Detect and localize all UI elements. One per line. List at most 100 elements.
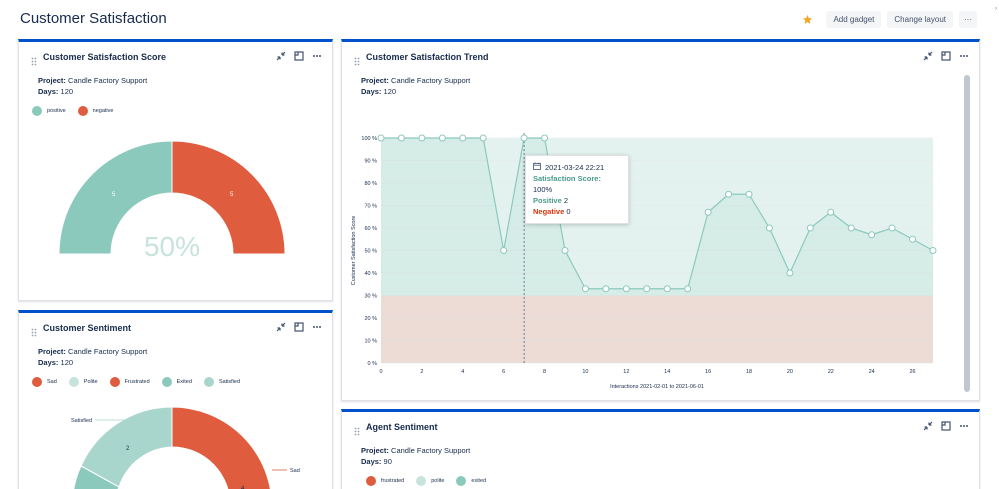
scrollbar[interactable] bbox=[964, 75, 970, 392]
legend-item-positive[interactable]: positive bbox=[32, 106, 66, 116]
more-icon[interactable] bbox=[959, 51, 969, 61]
x-tick-label: 4 bbox=[461, 369, 464, 375]
data-point bbox=[725, 190, 733, 198]
gadget-header[interactable]: Customer Satisfaction Score bbox=[19, 42, 332, 72]
y-tick-label: 100 % bbox=[361, 136, 377, 142]
gadget-header[interactable]: Customer Sentiment bbox=[19, 313, 332, 343]
data-point bbox=[704, 208, 712, 216]
x-tick-label: 8 bbox=[543, 369, 546, 375]
more-icon[interactable] bbox=[312, 322, 322, 332]
star-icon[interactable] bbox=[798, 10, 816, 28]
data-point bbox=[765, 224, 773, 232]
donut-value-2: 2 bbox=[126, 446, 130, 452]
x-tick-label: 0 bbox=[379, 369, 382, 375]
gadget-title: Customer Sentiment bbox=[43, 323, 132, 333]
x-tick-label: 18 bbox=[746, 369, 752, 375]
y-tick-label: 20 % bbox=[364, 316, 377, 322]
x-tick-label: 16 bbox=[705, 369, 711, 375]
y-tick-label: 90 % bbox=[364, 159, 377, 165]
x-tick-label: 26 bbox=[909, 369, 915, 375]
project-label: Project: bbox=[361, 76, 389, 85]
maximize-icon[interactable] bbox=[941, 421, 951, 431]
x-tick-label: 10 bbox=[582, 369, 588, 375]
data-point bbox=[438, 134, 446, 142]
minimize-icon[interactable] bbox=[276, 322, 286, 332]
x-tick-label: 6 bbox=[502, 369, 505, 375]
minimize-icon[interactable] bbox=[923, 51, 933, 61]
y-tick-label: 0 % bbox=[368, 361, 378, 367]
project-label: Project: bbox=[361, 446, 389, 455]
data-point bbox=[520, 134, 528, 142]
page-title: Customer Satisfaction bbox=[20, 10, 167, 27]
maximize-icon[interactable] bbox=[294, 51, 304, 61]
gadget-header[interactable]: Agent Sentiment bbox=[342, 412, 979, 442]
x-tick-label: 24 bbox=[869, 369, 875, 375]
dashboard-toolbar: Add gadget Change layout ··· bbox=[798, 10, 977, 28]
donut-value-4: 4 bbox=[241, 486, 245, 489]
legend-item-frustrated[interactable]: Frustrated bbox=[109, 377, 150, 387]
tooltip-positive-label: Positive bbox=[533, 196, 562, 205]
project-value: Candle Factory Support bbox=[391, 76, 471, 85]
chart-legend: Sad Polite Frustrated Exited Satisfied bbox=[32, 377, 252, 387]
minimize-icon[interactable] bbox=[923, 421, 933, 431]
series-line bbox=[381, 137, 934, 290]
maximize-icon[interactable] bbox=[294, 322, 304, 332]
positive-band bbox=[381, 138, 933, 296]
add-gadget-button[interactable]: Add gadget bbox=[826, 10, 882, 28]
legend-item-sad[interactable]: Sad bbox=[32, 377, 57, 387]
drag-handle-icon[interactable] bbox=[31, 324, 37, 337]
tooltip-date: 2021-03-24 22:21 bbox=[545, 163, 605, 172]
days-value: 120 bbox=[60, 358, 74, 367]
x-axis-label: Interactions 2021-02-01 to 2021-06-01 bbox=[610, 384, 704, 390]
data-point bbox=[806, 224, 814, 232]
trend-chart: 0 % 10 % 20 % 30 % 40 % 50 % 60 % 70 % 80 % 90 % 1… bbox=[351, 133, 937, 390]
drag-handle-icon[interactable] bbox=[31, 53, 37, 66]
gadget-header[interactable]: Customer Satisfaction Trend bbox=[342, 42, 979, 72]
data-point bbox=[418, 134, 426, 142]
maximize-icon[interactable] bbox=[941, 51, 951, 61]
y-axis-label: Customer Satisfaction Score bbox=[351, 216, 357, 286]
x-tick-label: 2 bbox=[420, 369, 423, 375]
y-tick-label: 50 % bbox=[364, 249, 377, 255]
y-tick-label: 40 % bbox=[364, 271, 377, 277]
gauge-negative-slice bbox=[171, 140, 286, 255]
legend-item-frustrated[interactable]: frustrated bbox=[366, 476, 404, 486]
gadget-satisfaction-trend: Customer Satisfaction Trend Project: Can… bbox=[341, 39, 980, 401]
tooltip-score-label: Satisfaction Score: bbox=[533, 174, 601, 183]
gauge-positive-label: 5 bbox=[112, 192, 116, 198]
tooltip-positive-value: 2 bbox=[563, 196, 569, 205]
chevron-right-icon[interactable]: › bbox=[995, 6, 997, 12]
y-tick-label: 80 % bbox=[364, 181, 377, 187]
y-tick-label: 10 % bbox=[364, 339, 377, 345]
data-point bbox=[847, 224, 855, 232]
chart-tooltip: 2021-03-24 22:21 Satisfaction Score: 100… bbox=[525, 155, 629, 224]
legend-item-negative[interactable]: negative bbox=[77, 106, 113, 116]
project-value: Candle Factory Support bbox=[68, 76, 148, 85]
legend-item-satisfied[interactable]: Satisfied bbox=[203, 377, 240, 387]
sentiment-donut-chart: Satisfied 2 Sad 4 bbox=[71, 406, 300, 489]
change-layout-button[interactable]: Change layout bbox=[887, 10, 953, 28]
minimize-icon[interactable] bbox=[276, 51, 286, 61]
y-tick-label: 70 % bbox=[364, 204, 377, 210]
more-button[interactable]: ··· bbox=[959, 10, 977, 28]
data-point bbox=[377, 134, 385, 142]
data-point bbox=[745, 190, 753, 198]
legend-item-exited[interactable]: Exited bbox=[161, 377, 192, 387]
more-icon[interactable] bbox=[312, 51, 322, 61]
legend-item-polite[interactable]: Polite bbox=[68, 377, 98, 387]
more-icon[interactable] bbox=[959, 421, 969, 431]
chart-legend: positive negative bbox=[32, 106, 125, 116]
tooltip-score-value: 100% bbox=[533, 185, 553, 194]
drag-handle-icon[interactable] bbox=[354, 53, 360, 66]
legend-item-exited[interactable]: exited bbox=[456, 476, 486, 486]
gadget-title: Customer Satisfaction Trend bbox=[366, 52, 489, 62]
days-label: Days: bbox=[361, 87, 382, 96]
data-point bbox=[663, 285, 671, 293]
tooltip-negative-value: 0 bbox=[566, 207, 571, 216]
legend-item-polite[interactable]: polite bbox=[416, 476, 444, 486]
calendar-icon bbox=[533, 162, 541, 173]
tooltip-negative-label: Negative bbox=[533, 207, 565, 216]
data-point bbox=[459, 134, 467, 142]
drag-handle-icon[interactable] bbox=[354, 423, 360, 436]
data-point bbox=[561, 247, 569, 254]
